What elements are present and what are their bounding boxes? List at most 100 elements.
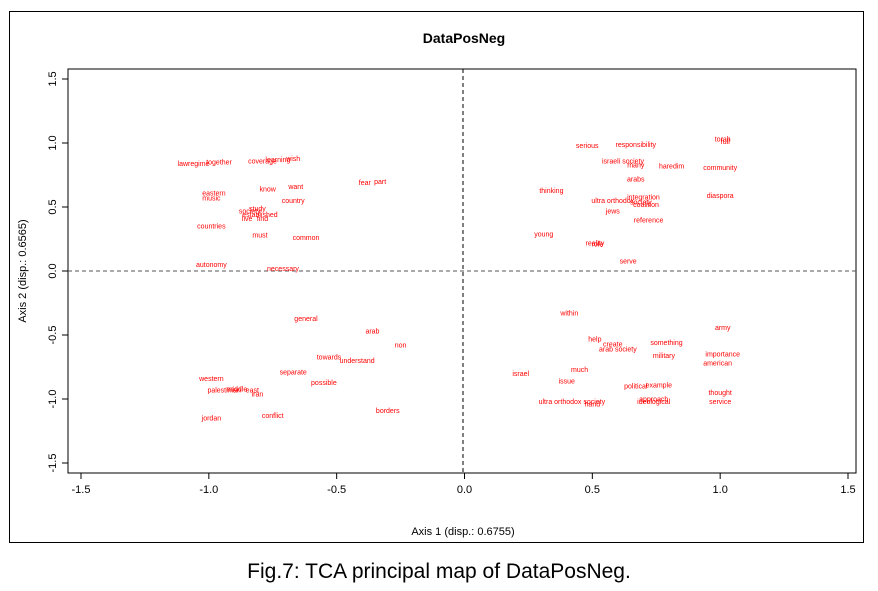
point-label: find xyxy=(257,216,268,223)
point-label: army xyxy=(715,325,731,332)
y-tick-label: 1.0 xyxy=(47,135,59,150)
point-label: palestinian xyxy=(207,388,241,395)
point-label: arab xyxy=(365,329,379,336)
point-label: torah xyxy=(715,137,731,144)
point-label: separate xyxy=(280,370,307,377)
x-tick-label: 0.0 xyxy=(457,484,472,496)
point-label: countries xyxy=(197,224,226,231)
point-label: study xyxy=(249,206,266,213)
point-label: jordan xyxy=(201,416,222,423)
point-label: arabs xyxy=(627,176,645,183)
point-label: within xyxy=(559,311,578,318)
point-label: something xyxy=(650,340,682,347)
point-label: many xyxy=(627,162,645,169)
point-label: established xyxy=(242,212,278,219)
point-label: necessary xyxy=(267,266,299,273)
point-label: iran xyxy=(252,391,264,398)
point-label: eastern xyxy=(202,190,225,197)
y-tick-label: 1.5 xyxy=(47,71,59,86)
y-tick-label: -1.5 xyxy=(47,454,59,473)
point-label: want xyxy=(287,184,303,191)
point-label: approach xyxy=(639,397,668,404)
point-label: society xyxy=(239,208,261,215)
point-label: young xyxy=(534,231,553,238)
point-label: serve xyxy=(620,258,637,265)
point-label: must xyxy=(252,233,267,240)
point-label: serious xyxy=(576,143,599,150)
point-label: coalition xyxy=(633,202,659,209)
figure-caption: Fig.7: TCA principal map of DataPosNeg. xyxy=(247,560,631,583)
y-axis-label: Axis 2 (disp.: 0.6565) xyxy=(17,219,29,322)
point-label: towards xyxy=(317,354,342,361)
x-axis: -1.5 -1.0 -0.5 0.0 0.5 1.0 1.5 xyxy=(72,473,856,496)
point-label: political xyxy=(624,384,648,391)
point-label: thinking xyxy=(539,188,563,195)
x-tick-label: 1.0 xyxy=(713,484,728,496)
point-label: borders xyxy=(376,408,400,415)
x-tick-label: -1.0 xyxy=(199,484,218,496)
point-label: hand xyxy=(585,402,601,409)
y-tick-label: -1.0 xyxy=(47,390,59,409)
point-label: importance xyxy=(705,352,740,359)
point-label: reality xyxy=(586,240,605,247)
point-label: western xyxy=(198,376,224,383)
point-label: much xyxy=(571,367,588,374)
x-tick-label: -1.5 xyxy=(72,484,91,496)
x-tick-label: -0.5 xyxy=(327,484,346,496)
point-label: service xyxy=(709,399,731,406)
point-label: american xyxy=(703,361,732,368)
point-label: help xyxy=(588,336,601,343)
chart-title: DataPosNeg xyxy=(423,30,505,46)
point-label: learning xyxy=(265,157,290,164)
y-axis: -1.5 -1.0 -0.5 0.0 0.5 1.0 1.5 xyxy=(47,71,68,472)
x-tick-label: 1.5 xyxy=(840,484,855,496)
point-label: jews xyxy=(605,208,621,215)
point-label: understand xyxy=(340,358,375,365)
point-label: common xyxy=(293,235,320,242)
point-label: lawregime xyxy=(178,161,210,168)
point-label: reference xyxy=(634,217,664,224)
point-label: integration xyxy=(627,194,660,201)
point-label: create xyxy=(603,341,623,348)
x-tick-label: 0.5 xyxy=(585,484,600,496)
y-tick-label: 0.5 xyxy=(47,199,59,214)
point-label: arab society xyxy=(599,347,637,354)
point-label: general xyxy=(294,316,318,323)
point-label: society xyxy=(630,199,652,206)
point-label: full xyxy=(721,139,730,146)
point-label: example xyxy=(646,382,673,389)
point-label: music xyxy=(202,196,221,203)
point-label: ultra orthodox society xyxy=(539,399,606,406)
point-label: wish xyxy=(285,156,300,163)
point-label: non xyxy=(395,343,407,350)
point-label: responsibility xyxy=(616,142,657,149)
point-label: ideological xyxy=(637,399,671,406)
point-label: east xyxy=(246,388,259,395)
point-label: middle xyxy=(227,386,248,393)
point-label: issue xyxy=(559,379,575,386)
point-label: ultra orthodox xyxy=(591,198,634,205)
point-label: part xyxy=(374,179,386,186)
point-label: israeli society xyxy=(602,158,645,165)
point-label: diaspora xyxy=(707,193,734,200)
figure-frame: DataPosNeg -1.5 -1.0 -0.5 0.0 0.5 1.0 1.5 -1.5… xyxy=(9,11,864,543)
point-label: thought xyxy=(708,390,731,397)
point-label: haredim xyxy=(659,164,684,171)
point-label: coverage xyxy=(248,158,277,165)
point-label: community xyxy=(703,165,737,172)
point-label: together xyxy=(206,160,232,167)
y-tick-label: 0.0 xyxy=(47,263,59,278)
x-axis-label: Axis 1 (disp.: 0.6755) xyxy=(411,526,514,538)
point-label: live xyxy=(242,216,253,223)
point-label: fear xyxy=(359,180,372,187)
point-label: autonomy xyxy=(196,262,227,269)
y-tick-label: -0.5 xyxy=(47,326,59,345)
point-label: conflict xyxy=(262,413,284,420)
point-label: israel xyxy=(512,371,529,378)
point-label: country xyxy=(282,198,305,205)
point-label: role xyxy=(592,242,604,249)
point-label: military xyxy=(653,353,676,360)
point-label: possible xyxy=(311,380,337,387)
point-label: know xyxy=(259,187,276,194)
